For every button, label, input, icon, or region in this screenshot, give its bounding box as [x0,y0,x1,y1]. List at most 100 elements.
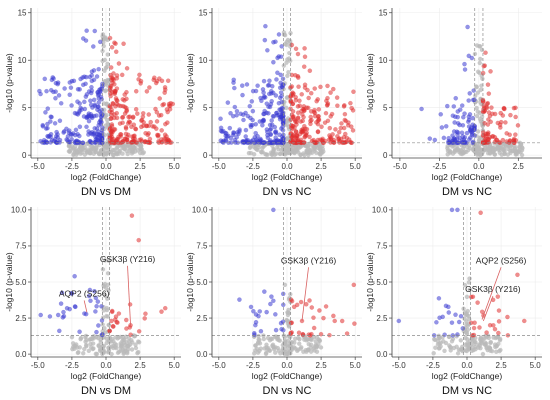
data-point-down [460,122,466,128]
data-point-down [75,99,80,104]
data-point-down [439,125,445,130]
data-point-ns [116,349,122,355]
x-tick-label: 2.5 [135,361,147,370]
y-tick-label: 0.0 [376,350,388,359]
data-point-up [139,124,144,130]
data-point-ns [277,151,283,157]
data-point-down [457,107,463,112]
data-point-down [279,114,284,120]
data-point-up [123,124,129,130]
data-point-ns [493,349,499,355]
data-point-down [53,95,58,101]
data-point-ns [477,56,483,62]
data-point-down [58,301,64,306]
data-point-down [95,299,101,304]
data-point-down [55,312,61,318]
data-point-up [143,311,148,317]
data-point-down [49,77,55,83]
data-point-up [320,138,325,144]
data-point-down [264,101,270,106]
data-point-ns [479,83,484,89]
data-point-ns [484,345,489,351]
data-point-ns [100,267,106,272]
data-point-down [231,77,237,83]
data-point-ns [78,336,83,342]
data-point-down [462,139,468,145]
data-point-up [288,297,294,302]
data-point-down [279,109,284,115]
data-point-up [290,126,295,132]
data-point-down [260,122,265,128]
data-point-down [94,329,99,335]
data-point-down [258,328,264,334]
data-point-up [136,77,141,82]
data-point-up [114,86,120,91]
x-axis-label: log2 (FoldChange) [252,172,323,182]
data-point-up [302,54,308,60]
data-point-ns [321,149,326,154]
y-tick-label: 15 [199,9,208,18]
data-point-down [96,66,101,72]
data-point-ns [111,343,116,349]
data-point-up [299,108,304,114]
data-point-down [449,320,455,325]
data-point-ns [482,145,488,151]
data-point-up [153,106,158,112]
data-point-down [452,136,458,142]
data-point-ns [105,270,111,276]
data-point-down [97,39,103,45]
data-point-ns [133,149,138,154]
data-point-up [312,86,318,91]
data-point-up [153,126,159,131]
data-point-down [436,296,442,301]
data-point-up [485,100,491,106]
data-point-up [490,133,496,139]
data-point-up [159,309,164,314]
data-point-ns [477,60,483,66]
data-point-down [251,308,256,314]
data-point-up [138,137,144,142]
data-point-down [466,114,472,120]
data-point-ns [141,150,147,155]
data-point-up [497,122,503,128]
x-tick-label: 0.0 [473,162,485,171]
data-point-up [314,120,319,125]
y-axis-label: -log10 (p-value) [365,252,375,312]
data-point-up [120,120,125,125]
data-point-ns [458,338,464,343]
y-tick-label: 5 [383,103,388,112]
data-point-up [291,304,297,310]
data-points [37,28,176,158]
data-point-down [55,80,61,85]
data-point-up [109,44,115,50]
data-point-down [253,130,259,136]
data-point-up [334,95,340,100]
data-point-up [110,101,116,107]
data-point-down [470,115,476,121]
data-point-down [92,103,98,109]
data-point-down [230,132,236,138]
data-point-ns [441,339,446,344]
data-point-ns [281,32,287,38]
data-point-down [269,294,274,299]
x-tick-label: -2.5 [246,361,260,370]
data-point-down [396,318,402,324]
data-point-ns [455,350,461,356]
x-tick-label: -2.5 [432,162,446,171]
data-point-up [338,125,344,131]
data-point-up [113,49,119,55]
data-point-up [500,137,506,143]
data-point-ns [431,350,436,356]
x-tick-label: 2.5 [135,162,147,171]
data-point-ns [114,145,120,151]
data-point-ns [471,347,476,353]
data-point-up [112,91,117,97]
data-point-down [37,88,42,94]
data-point-ns [489,348,495,354]
data-point-up [111,324,116,329]
data-point-ns [277,338,283,343]
data-point-down [239,83,245,88]
data-point-up [162,85,168,90]
axes: -5.0 -2.5 0.0 2.5 0 5 10 15 [379,8,542,171]
data-point-up [294,302,300,308]
